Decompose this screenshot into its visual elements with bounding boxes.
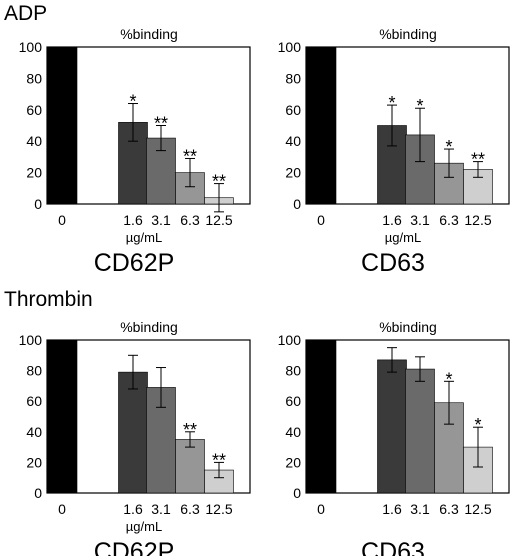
y-tick-label: 100 (19, 39, 43, 55)
x-tick-label: 3.1 (410, 501, 430, 517)
bar (46, 46, 78, 205)
x-tick-label: 12.5 (464, 501, 491, 517)
bar (377, 359, 407, 494)
bar (405, 368, 435, 494)
x-axis-label: µg/mL (126, 519, 162, 534)
x-tick-label: 0 (317, 212, 325, 228)
y-tick-label: 20 (285, 454, 301, 470)
bar (46, 339, 78, 494)
y-tick-label: 100 (19, 332, 43, 348)
y-tick-label: 100 (278, 332, 302, 348)
x-tick-label: 6.3 (439, 501, 459, 517)
section-title-thrombin: Thrombin (4, 288, 93, 311)
y-tick-label: 40 (26, 133, 42, 149)
chart-adp-cd63: %binding 0 20 40 60 80 100 0 * 1.6 * 3.1 * 6.3 ** 12.5 µ… (278, 26, 510, 277)
x-tick-label: 1.6 (123, 501, 143, 517)
y-tick-label: 60 (26, 393, 42, 409)
significance-mark: ** (471, 150, 485, 170)
y-tick-label: 0 (293, 196, 301, 212)
chart-name: CD62P (94, 538, 175, 556)
chart-title: %binding (120, 26, 178, 42)
y-tick-label: 0 (34, 485, 42, 501)
x-tick-label: 0 (317, 501, 325, 517)
x-tick-label: 3.1 (151, 212, 171, 228)
chart-name: CD62P (94, 249, 175, 277)
significance-mark: ** (154, 114, 168, 134)
x-tick-label: 12.5 (205, 212, 232, 228)
chart-thrombin-cd63: %binding 0 20 40 60 80 100 0 1.6 3.1 * 6.3 * 12.5 CD63 (278, 319, 510, 556)
y-tick-label: 60 (285, 393, 301, 409)
y-tick-label: 40 (285, 133, 301, 149)
x-tick-label: 6.3 (439, 212, 459, 228)
bar (463, 169, 493, 205)
significance-mark: ** (183, 146, 197, 166)
significance-mark: ** (212, 450, 226, 470)
chart-name: CD63 (361, 249, 425, 277)
chart-name: CD63 (361, 538, 425, 556)
x-tick-label: 6.3 (180, 212, 200, 228)
x-tick-label: 1.6 (382, 212, 402, 228)
y-tick-label: 0 (293, 485, 301, 501)
bar (305, 46, 337, 205)
y-tick-label: 0 (34, 196, 42, 212)
x-tick-label: 0 (58, 501, 66, 517)
chart-title: %binding (120, 319, 178, 335)
x-tick-label: 3.1 (151, 501, 171, 517)
y-tick-label: 60 (26, 102, 42, 118)
x-axis-label: µg/mL (126, 230, 162, 245)
significance-mark: * (445, 369, 452, 389)
x-tick-label: 0 (58, 212, 66, 228)
y-tick-label: 100 (278, 39, 302, 55)
significance-mark: ** (183, 420, 197, 440)
y-tick-label: 20 (285, 165, 301, 181)
x-tick-label: 12.5 (464, 212, 491, 228)
significance-mark: * (474, 415, 481, 435)
y-tick-label: 40 (285, 424, 301, 440)
significance-mark: * (445, 137, 452, 157)
y-tick-label: 20 (26, 165, 42, 181)
x-tick-label: 12.5 (205, 501, 232, 517)
bar (175, 439, 205, 494)
y-tick-label: 40 (26, 424, 42, 440)
section-title-adp: ADP (4, 2, 47, 25)
bar (118, 371, 148, 494)
y-tick-label: 80 (26, 363, 42, 379)
chart-title: %binding (379, 26, 437, 42)
bar (305, 339, 337, 494)
chart-title: %binding (379, 319, 437, 335)
x-tick-label: 6.3 (180, 501, 200, 517)
y-tick-label: 80 (285, 70, 301, 86)
x-tick-label: 1.6 (382, 501, 402, 517)
y-tick-label: 20 (26, 454, 42, 470)
significance-mark: * (416, 96, 423, 116)
significance-mark: * (388, 93, 395, 113)
y-tick-label: 80 (26, 70, 42, 86)
x-axis-label: µg/mL (385, 230, 421, 245)
x-tick-label: 3.1 (410, 212, 430, 228)
significance-mark: ** (212, 172, 226, 192)
chart-adp-cd62p: %binding 0 20 40 60 80 100 0 * 1.6 ** 3.1 ** 6.3 ** 12.… (19, 26, 251, 277)
y-tick-label: 80 (285, 363, 301, 379)
y-tick-label: 60 (285, 102, 301, 118)
chart-thrombin-cd62p: %binding 0 20 40 60 80 100 0 1.6 3.1 ** 6.3 ** 12.5 µg… (19, 319, 251, 556)
x-tick-label: 1.6 (123, 212, 143, 228)
significance-mark: * (129, 92, 136, 112)
